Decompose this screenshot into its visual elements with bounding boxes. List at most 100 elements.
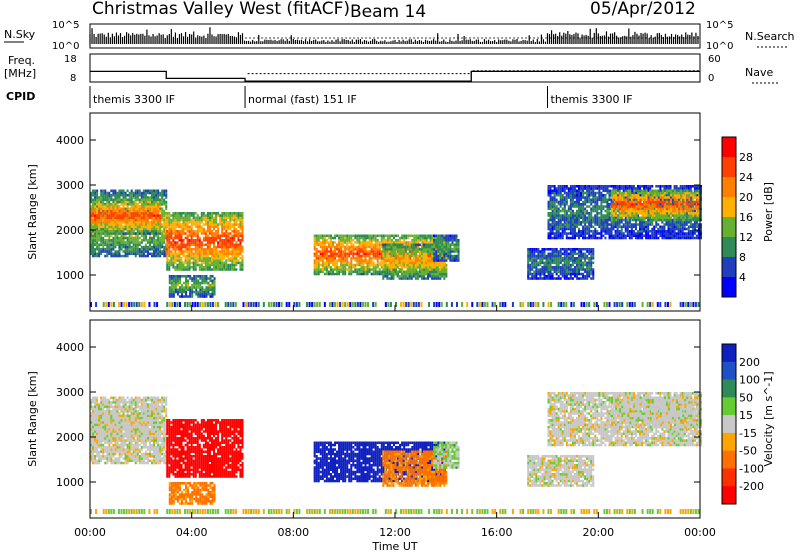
power-cell bbox=[100, 244, 102, 247]
power-cell bbox=[386, 248, 388, 251]
power-cell bbox=[201, 259, 203, 262]
power-cell bbox=[324, 248, 326, 251]
power-cell bbox=[578, 223, 580, 226]
power-cell bbox=[594, 205, 596, 208]
power-cell bbox=[183, 295, 185, 298]
power-cell bbox=[421, 255, 423, 258]
power-cell bbox=[197, 257, 199, 260]
power-cell bbox=[342, 264, 344, 267]
power-cell bbox=[217, 237, 219, 240]
power-cell bbox=[413, 239, 415, 242]
power-cell bbox=[578, 228, 580, 231]
power-cell bbox=[558, 228, 560, 231]
power-cell bbox=[231, 219, 233, 222]
power-cell bbox=[428, 237, 430, 240]
power-cell bbox=[552, 223, 554, 226]
power-cell bbox=[169, 293, 171, 296]
power-cell bbox=[145, 214, 147, 217]
power-cell bbox=[584, 232, 586, 235]
power-cell bbox=[397, 246, 399, 249]
power-cell bbox=[390, 244, 392, 247]
power-cell bbox=[108, 199, 110, 202]
power-cell bbox=[127, 232, 129, 235]
power-cell bbox=[106, 212, 108, 215]
power-cell bbox=[201, 244, 203, 247]
power-cell bbox=[350, 244, 352, 247]
power-cell bbox=[423, 264, 425, 267]
power-cell bbox=[125, 244, 127, 247]
power-cell bbox=[229, 257, 231, 260]
power-cell bbox=[314, 255, 316, 258]
power-cell bbox=[174, 268, 176, 271]
power-cell bbox=[588, 212, 590, 215]
power-cell bbox=[443, 246, 445, 249]
power-cell bbox=[92, 214, 94, 217]
power-cell bbox=[360, 259, 362, 262]
power-cell bbox=[102, 194, 104, 197]
power-cell bbox=[100, 217, 102, 220]
power-cell bbox=[199, 275, 201, 278]
power-cell bbox=[100, 201, 102, 204]
power-cell bbox=[574, 203, 576, 206]
power-cell bbox=[159, 223, 161, 226]
power-cell bbox=[129, 241, 131, 244]
power-cell bbox=[201, 286, 203, 289]
power-cell bbox=[344, 259, 346, 262]
power-cell bbox=[183, 275, 185, 278]
power-cell bbox=[137, 237, 139, 240]
power-cell bbox=[149, 230, 151, 233]
power-cell bbox=[365, 241, 367, 244]
power-cell bbox=[322, 259, 324, 262]
power-cell bbox=[322, 268, 324, 271]
power-cell bbox=[229, 246, 231, 249]
power-cell bbox=[121, 241, 123, 244]
power-cell bbox=[556, 192, 558, 195]
power-cell bbox=[139, 192, 141, 195]
power-cell bbox=[163, 237, 165, 240]
power-cell bbox=[437, 266, 439, 269]
power-cell bbox=[214, 277, 216, 280]
power-cell bbox=[108, 214, 110, 217]
power-cell bbox=[425, 259, 427, 262]
power-cell bbox=[181, 275, 183, 278]
power-cell bbox=[392, 257, 394, 260]
power-cell bbox=[552, 228, 554, 231]
power-cell bbox=[377, 248, 379, 251]
power-cell bbox=[163, 199, 165, 202]
power-cell bbox=[570, 230, 572, 233]
power-cell bbox=[172, 255, 174, 258]
power-cell bbox=[149, 223, 151, 226]
power-cell bbox=[407, 268, 409, 271]
power-cell bbox=[180, 250, 182, 253]
power-cell bbox=[417, 239, 419, 242]
power-cell bbox=[435, 250, 437, 253]
power-cell bbox=[425, 268, 427, 271]
power-cell bbox=[433, 248, 435, 251]
power-cell bbox=[143, 212, 145, 215]
power-cell bbox=[409, 235, 411, 238]
power-cell bbox=[168, 232, 170, 235]
power-cell bbox=[441, 237, 443, 240]
power-cell bbox=[409, 262, 411, 265]
power-cell bbox=[187, 241, 189, 244]
power-cell bbox=[572, 194, 574, 197]
power-cell bbox=[123, 214, 125, 217]
power-cell bbox=[195, 223, 197, 226]
power-cell bbox=[197, 264, 199, 267]
power-cell bbox=[365, 255, 367, 258]
power-cell bbox=[570, 228, 572, 231]
power-cell bbox=[137, 246, 139, 249]
power-cell bbox=[155, 212, 157, 215]
power-cell bbox=[602, 226, 604, 229]
power-cell bbox=[187, 239, 189, 242]
power-cell bbox=[384, 266, 386, 269]
power-cell bbox=[211, 255, 213, 258]
power-cell bbox=[114, 217, 116, 220]
power-cell bbox=[104, 205, 106, 208]
power-cell bbox=[354, 264, 356, 267]
power-cell bbox=[225, 264, 227, 267]
power-cell bbox=[213, 266, 215, 269]
power-cell bbox=[100, 196, 102, 199]
power-cell bbox=[332, 273, 334, 276]
power-cell bbox=[106, 253, 108, 256]
